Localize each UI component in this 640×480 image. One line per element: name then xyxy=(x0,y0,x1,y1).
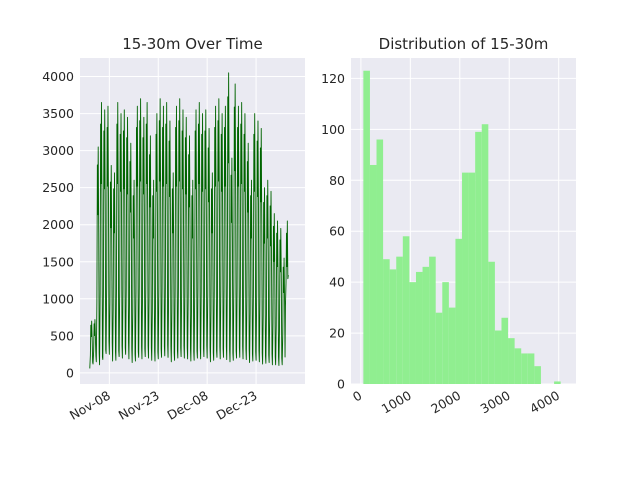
x-tick-label: 1000 xyxy=(379,388,414,417)
y-tick-label: 2000 xyxy=(42,217,74,232)
histogram-bar xyxy=(527,353,535,384)
histogram-bar xyxy=(488,261,495,384)
x-tick-label: Nov-23 xyxy=(116,388,162,423)
y-tick-label: 0 xyxy=(337,377,345,392)
histogram-bar xyxy=(534,366,541,384)
histogram-bar xyxy=(468,172,476,384)
y-tick-labels: 0 500 1000 1500 2000 2500 3000 3500 4000 xyxy=(42,69,74,380)
y-tick-label: 1500 xyxy=(42,254,74,269)
chart-title: 15-30m Over Time xyxy=(122,35,263,53)
y-tick-label: 4000 xyxy=(42,69,74,84)
y-tick-label: 80 xyxy=(329,173,345,188)
histogram-bar xyxy=(501,317,509,384)
histogram-bar xyxy=(363,70,370,384)
histogram-bar xyxy=(369,164,377,384)
x-tick-label: 4000 xyxy=(527,388,562,417)
y-tick-label: 500 xyxy=(50,328,74,343)
y-tick-labels: 0 20 40 60 80 100 120 xyxy=(321,71,345,392)
histogram-bar xyxy=(521,353,528,384)
x-tick-labels: 0 1000 2000 3000 4000 xyxy=(350,388,562,417)
y-tick-label: 0 xyxy=(66,365,74,380)
x-tick-labels: Nov-08 Nov-23 Dec-08 Dec-23 xyxy=(67,388,260,423)
histogram-bar xyxy=(508,338,515,384)
line-chart-panel: 0 500 1000 1500 2000 2500 3000 3500 4000 Nov-08 N… xyxy=(42,35,305,423)
histogram-bar xyxy=(402,236,410,384)
x-tick-label: Dec-08 xyxy=(165,388,211,423)
chart-title: Distribution of 15-30m xyxy=(379,35,549,53)
histogram-bar xyxy=(415,271,423,384)
x-tick-label: 3000 xyxy=(478,388,513,417)
histogram-bar xyxy=(409,282,416,385)
histogram-bar xyxy=(383,259,390,384)
y-tick-label: 40 xyxy=(329,275,345,290)
histogram-bar xyxy=(448,307,456,384)
histogram-bar xyxy=(389,269,397,384)
x-tick-label: 2000 xyxy=(428,388,463,417)
y-tick-label: 3500 xyxy=(42,106,74,121)
histogram-bar xyxy=(462,172,469,384)
histogram-bar xyxy=(442,282,449,385)
x-tick-label: Nov-08 xyxy=(67,388,113,423)
histogram-bar xyxy=(481,124,489,384)
histogram-bar xyxy=(455,238,463,384)
series-line xyxy=(89,72,289,369)
histogram-panel: 0 20 40 60 80 100 120 0 1000 2000 3000 4000 Distri… xyxy=(321,35,576,417)
y-tick-label: 100 xyxy=(321,122,345,137)
histogram-bar xyxy=(475,131,482,384)
y-tick-label: 20 xyxy=(329,326,345,341)
y-tick-label: 3000 xyxy=(42,143,74,158)
x-tick-label: Dec-23 xyxy=(213,388,259,423)
y-tick-label: 2500 xyxy=(42,180,74,195)
histogram-bar xyxy=(514,348,522,384)
histogram-bar xyxy=(435,312,443,384)
histogram-bar xyxy=(429,256,436,384)
histogram-bar xyxy=(376,139,384,384)
y-tick-label: 1000 xyxy=(42,291,74,306)
histogram-bars xyxy=(363,70,561,385)
y-tick-label: 60 xyxy=(329,224,345,239)
histogram-bar xyxy=(422,266,430,384)
x-tick-label: 0 xyxy=(350,388,364,405)
y-tick-label: 120 xyxy=(321,71,345,86)
histogram-bar xyxy=(494,330,502,384)
histogram-bar xyxy=(396,256,403,384)
histogram-bar xyxy=(554,381,561,384)
